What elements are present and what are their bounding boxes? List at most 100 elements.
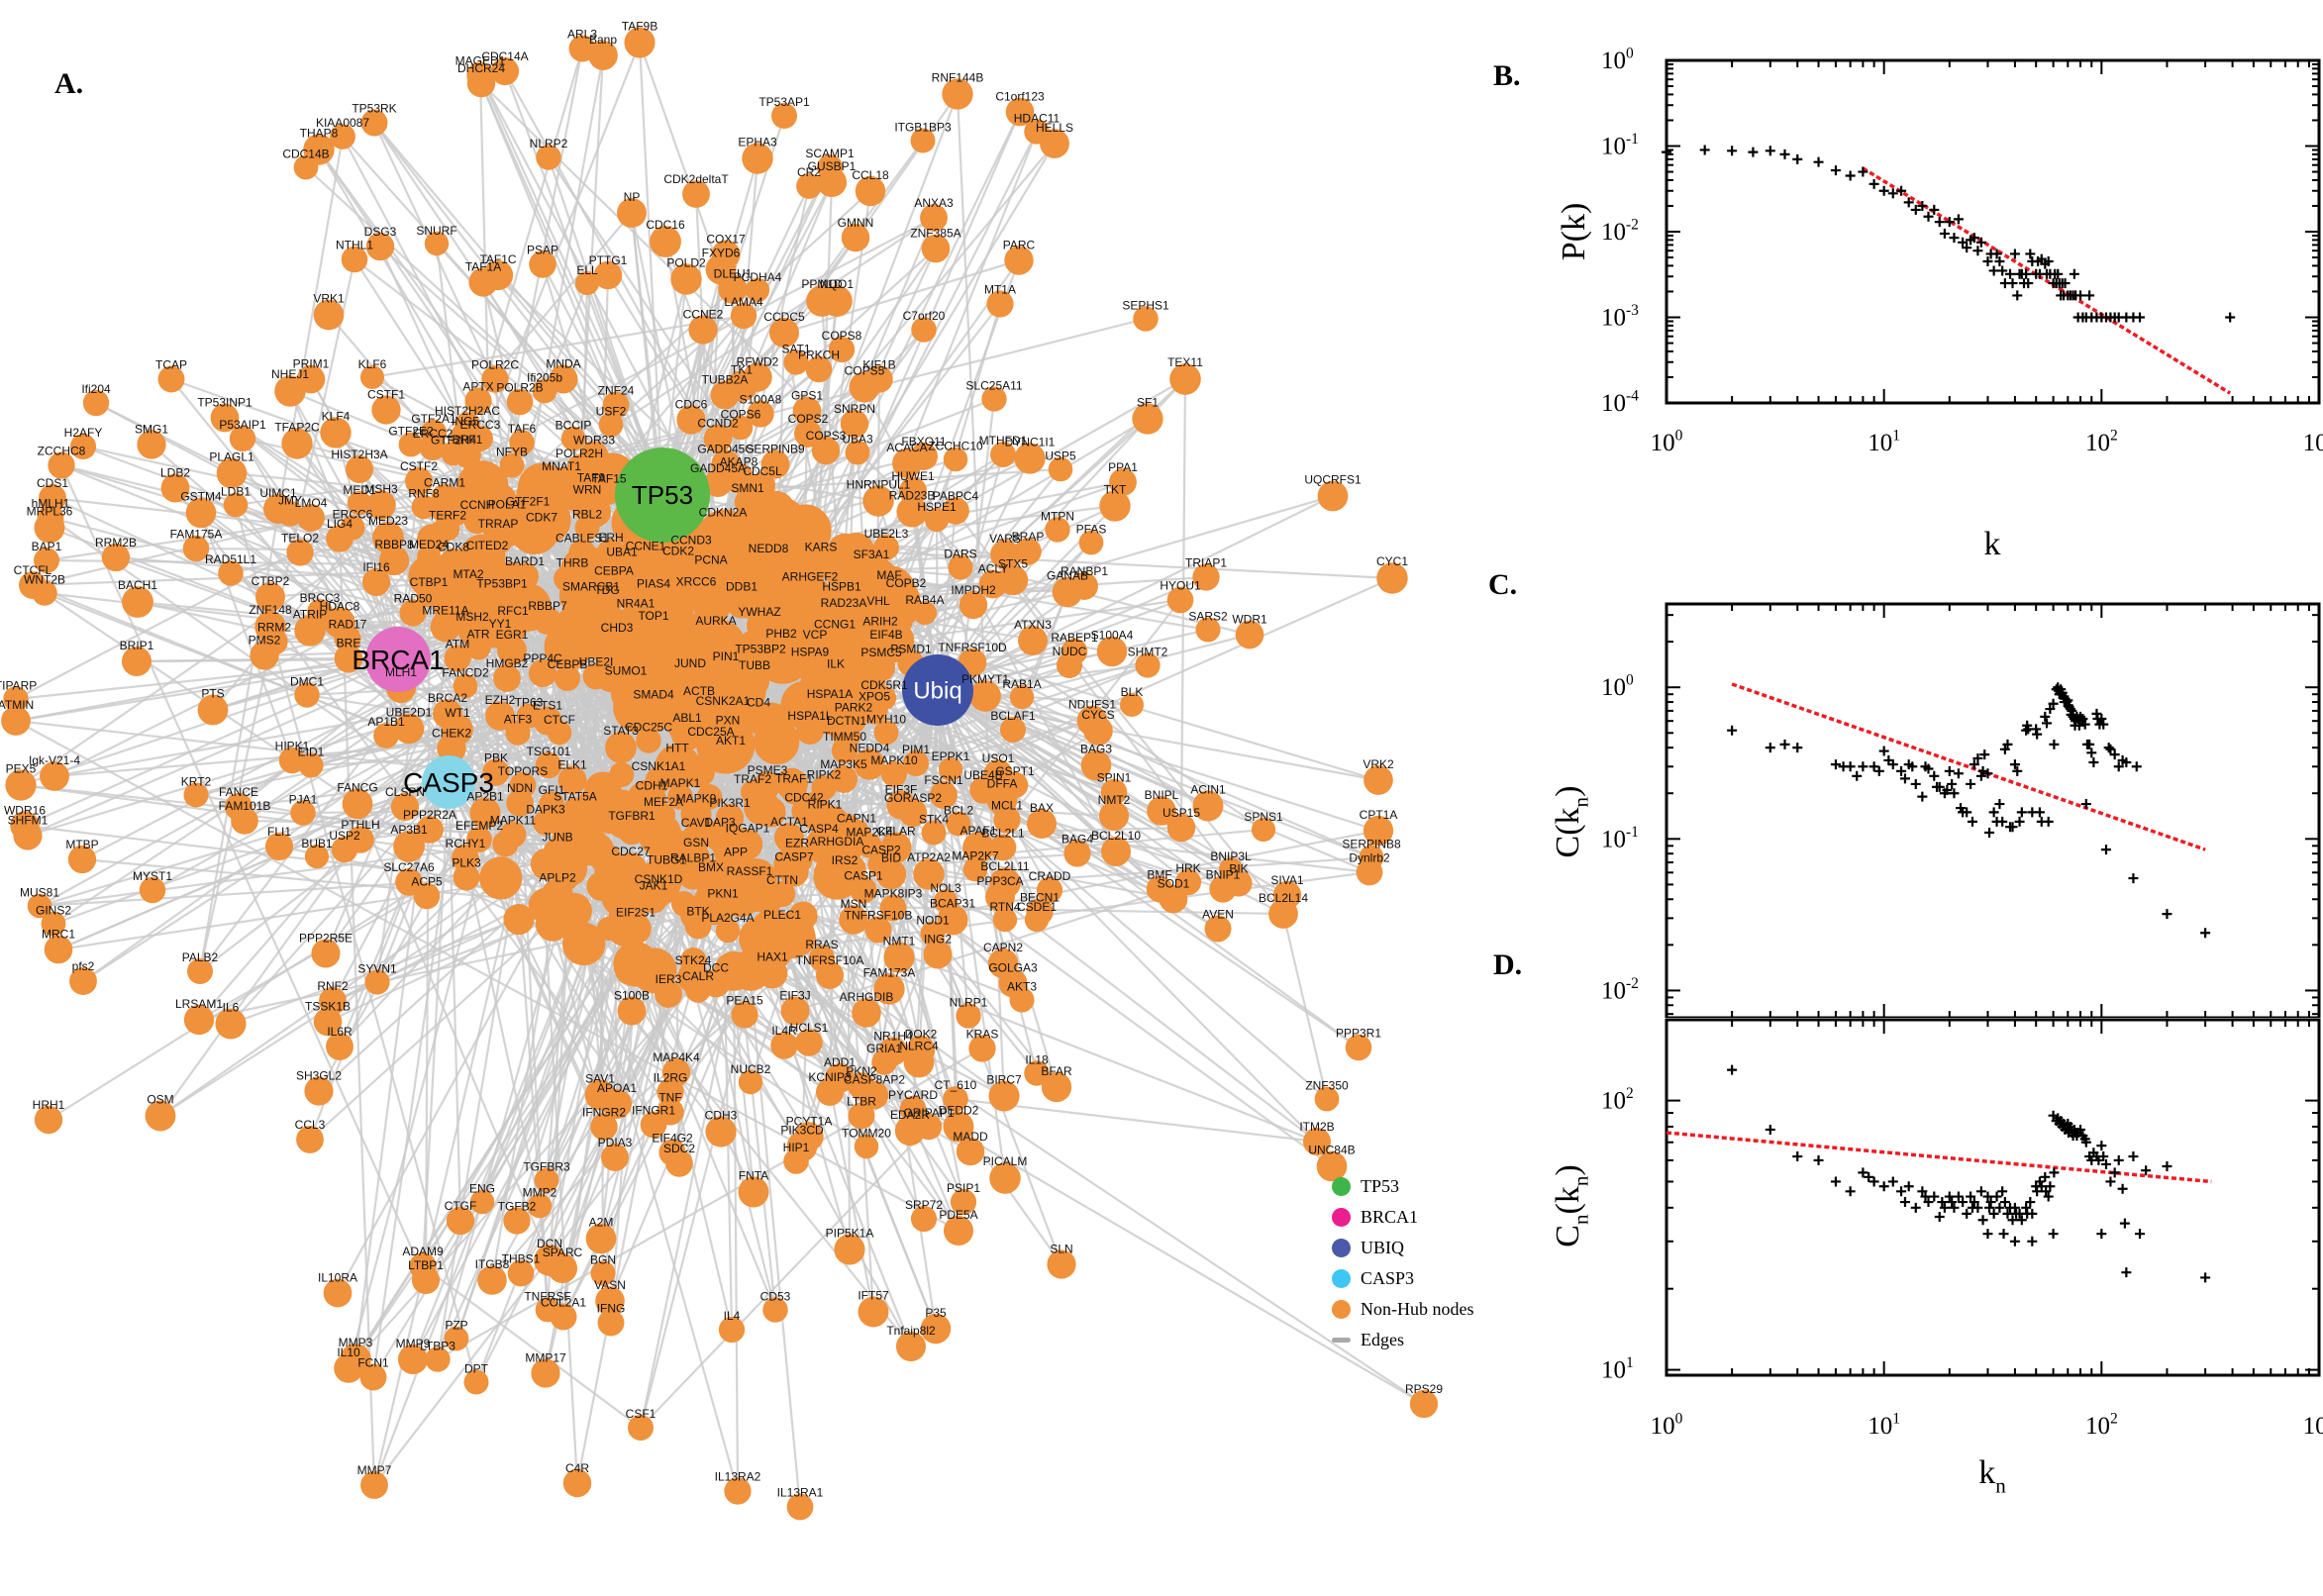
network-node bbox=[296, 1126, 324, 1153]
network-node bbox=[435, 516, 460, 542]
gene-label: MAPK11 bbox=[490, 814, 537, 828]
network-node bbox=[604, 628, 630, 653]
gene-label: CTBP2 bbox=[252, 574, 290, 588]
network-node bbox=[664, 748, 690, 774]
network-node bbox=[705, 1116, 737, 1147]
gene-label: PEA15 bbox=[726, 993, 763, 1007]
gene-label: TSG101 bbox=[527, 745, 571, 758]
network-node bbox=[503, 1207, 531, 1235]
network-node bbox=[503, 904, 535, 936]
svg-text:k: k bbox=[1984, 526, 2001, 562]
network-node bbox=[921, 820, 947, 846]
network-node bbox=[830, 765, 858, 793]
gene-label: CAPN2 bbox=[983, 941, 1023, 954]
network-node bbox=[923, 940, 953, 969]
network-node bbox=[645, 766, 672, 794]
gene-label: MMP17 bbox=[525, 1350, 566, 1364]
network-node bbox=[1018, 626, 1048, 655]
gene-label: GOLGA3 bbox=[988, 960, 1038, 974]
network-node bbox=[1356, 858, 1383, 886]
gene-label: SCAMP1 bbox=[805, 147, 855, 160]
gene-label: TUBG1 bbox=[647, 852, 686, 866]
gene-label: BRCC3 bbox=[300, 591, 341, 605]
gene-label: MSH2 bbox=[455, 610, 489, 624]
gene-label: PIP5K1A bbox=[826, 1226, 874, 1240]
network-node bbox=[688, 315, 718, 345]
gene-label: CDC14A bbox=[481, 50, 528, 63]
network-node bbox=[590, 1113, 618, 1141]
network-node bbox=[5, 769, 37, 801]
network-node bbox=[1078, 530, 1104, 555]
gene-label: IFI16 bbox=[362, 560, 390, 574]
gene-label: TRAF1 bbox=[775, 771, 813, 785]
gene-label: BAG3 bbox=[1080, 743, 1112, 756]
gene-label: KLF6 bbox=[358, 357, 387, 371]
network-node bbox=[601, 1144, 629, 1171]
gene-label: UBA3 bbox=[842, 433, 873, 447]
network-node bbox=[624, 27, 656, 58]
gene-label: MRPL36 bbox=[27, 505, 73, 519]
gene-label: POLD2 bbox=[666, 255, 706, 269]
network-node bbox=[507, 1259, 535, 1287]
gene-label: APOA1 bbox=[597, 1081, 637, 1095]
network-node bbox=[584, 1079, 616, 1111]
gene-label: VCP bbox=[803, 628, 828, 642]
network-node bbox=[533, 706, 562, 736]
network-node bbox=[726, 587, 758, 619]
network-node bbox=[1166, 586, 1194, 614]
network-node bbox=[1109, 468, 1137, 496]
gene-label: CTBP1 bbox=[410, 575, 449, 589]
gene-label: BMF bbox=[1147, 868, 1171, 882]
network-node bbox=[678, 541, 704, 566]
gene-label: XPO5 bbox=[858, 689, 890, 703]
gene-label: BECN1 bbox=[1020, 890, 1060, 904]
network-node bbox=[509, 430, 535, 455]
network-node bbox=[988, 1080, 1020, 1112]
gene-label: FSCN1 bbox=[924, 773, 963, 787]
network-node bbox=[656, 1078, 684, 1106]
network-node bbox=[1159, 884, 1188, 914]
network-node bbox=[482, 758, 510, 786]
gene-label: RANBP1 bbox=[1060, 564, 1108, 578]
gene-label: UIMC1 bbox=[259, 486, 297, 500]
network-node bbox=[760, 449, 790, 479]
network-node bbox=[959, 590, 988, 620]
network-node bbox=[969, 680, 1001, 712]
network-node bbox=[753, 549, 784, 581]
gene-label: A2M bbox=[589, 1216, 614, 1230]
network-node bbox=[968, 1035, 996, 1062]
gene-label: TNFRSF10D bbox=[938, 641, 1007, 654]
gene-label: CSNK1D bbox=[635, 872, 683, 886]
gene-label: KIAA0087 bbox=[316, 116, 369, 130]
network-node bbox=[747, 400, 774, 428]
ubiq-node-icon bbox=[1332, 1239, 1351, 1257]
network-node bbox=[366, 490, 396, 520]
gene-label: CALR bbox=[682, 969, 714, 983]
edge-icon bbox=[1332, 1338, 1351, 1343]
gene-label: GSN bbox=[683, 836, 709, 849]
gene-label: EIF4G2 bbox=[652, 1131, 693, 1145]
gene-label: UBE4B bbox=[963, 768, 1002, 782]
gene-label: JUNB bbox=[542, 830, 572, 844]
network-node bbox=[794, 420, 822, 448]
legend-item-label: UBIQ bbox=[1361, 1238, 1404, 1257]
svg-text:kn​: kn​ bbox=[1978, 1454, 2006, 1498]
gene-label: BCL2L1 bbox=[981, 827, 1025, 841]
gene-label: WRN bbox=[573, 483, 602, 497]
gene-label: VRK1 bbox=[313, 292, 345, 306]
gene-label: PHB2 bbox=[765, 627, 797, 641]
gene-label: ELL bbox=[576, 263, 598, 277]
gene-label: GTF2F1 bbox=[506, 494, 551, 508]
network-node bbox=[506, 789, 534, 817]
gene-label: UBA1 bbox=[606, 546, 638, 559]
network-node bbox=[1009, 684, 1035, 710]
fit-line bbox=[1862, 166, 2232, 395]
network-node bbox=[943, 1215, 974, 1247]
network-node bbox=[739, 665, 770, 697]
gene-label: MAF bbox=[876, 568, 901, 582]
gene-label: BCL2L14 bbox=[1259, 891, 1308, 905]
gene-label: SMG1 bbox=[135, 422, 168, 436]
brca1-node-icon bbox=[1332, 1208, 1351, 1227]
